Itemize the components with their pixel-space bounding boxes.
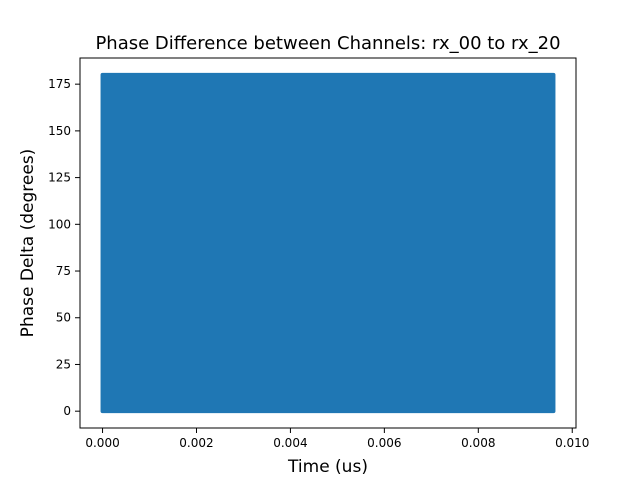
axes-frame xyxy=(79,57,577,429)
x-tick-label: 0.006 xyxy=(367,436,401,450)
y-axis-ticks: 0 25 50 75 100 125 150 175 xyxy=(48,77,80,418)
x-tick-label: 0.008 xyxy=(461,436,495,450)
y-tick-label: 150 xyxy=(48,124,71,138)
x-tick-label: 0.010 xyxy=(555,436,589,450)
y-tick-label: 50 xyxy=(56,311,71,325)
y-tick-label: 75 xyxy=(56,264,71,278)
x-tick-label: 0.000 xyxy=(85,436,119,450)
scatter-series-0 xyxy=(100,72,556,414)
x-tick-label: 0.002 xyxy=(179,436,213,450)
x-axis-label: Time (us) xyxy=(287,457,368,477)
x-axis-ticks: 0.000 0.002 0.004 0.006 0.008 0.010 xyxy=(85,428,589,450)
y-tick-label: 175 xyxy=(48,77,71,91)
y-tick-label: 25 xyxy=(56,357,71,371)
y-axis-label: Phase Delta (degrees) xyxy=(18,149,38,338)
x-tick-label: 0.004 xyxy=(273,436,307,450)
y-tick-label: 0 xyxy=(63,404,71,418)
plot-area xyxy=(100,72,556,414)
y-tick-label: 100 xyxy=(48,217,71,231)
y-tick-label: 125 xyxy=(48,171,71,185)
chart-title: Phase Difference between Channels: rx_00… xyxy=(95,33,560,54)
